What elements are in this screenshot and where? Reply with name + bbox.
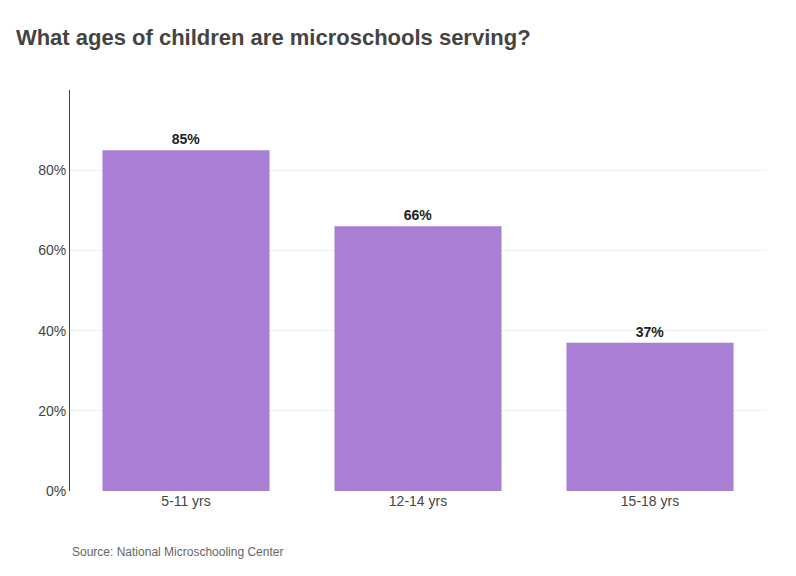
svg-text:37%: 37%: [636, 324, 665, 340]
svg-text:80%: 80%: [38, 162, 66, 178]
svg-text:12-14 yrs: 12-14 yrs: [389, 493, 447, 509]
svg-text:0%: 0%: [46, 483, 66, 499]
svg-text:60%: 60%: [38, 242, 66, 258]
svg-text:5-11 yrs: 5-11 yrs: [161, 493, 211, 509]
svg-text:20%: 20%: [38, 403, 66, 419]
svg-text:40%: 40%: [38, 323, 66, 339]
svg-text:66%: 66%: [404, 207, 433, 223]
svg-text:What ages of children are micr: What ages of children are microschools s…: [16, 25, 531, 50]
svg-text:15-18 yrs: 15-18 yrs: [621, 493, 679, 509]
svg-text:85%: 85%: [172, 131, 201, 147]
svg-text:Source: National Microschoolin: Source: National Microschooling Center: [72, 545, 283, 559]
